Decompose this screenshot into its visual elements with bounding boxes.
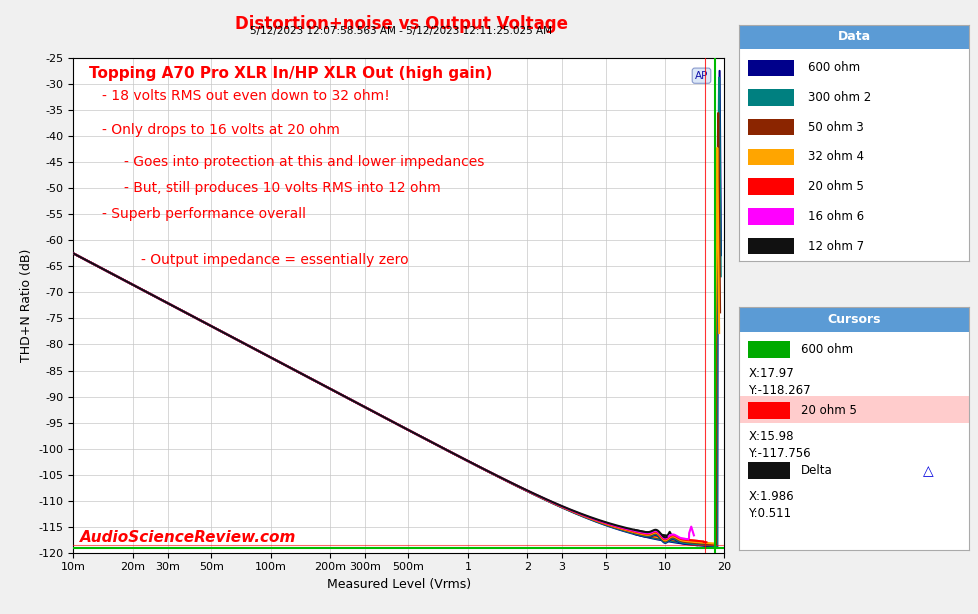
Text: Topping A70 Pro XLR In/HP XLR Out (high gain): Topping A70 Pro XLR In/HP XLR Out (high … xyxy=(89,66,492,81)
Text: Y:-118.267: Y:-118.267 xyxy=(747,384,810,397)
Bar xyxy=(747,238,793,254)
Text: 20 ohm 5: 20 ohm 5 xyxy=(807,180,864,193)
Bar xyxy=(738,307,968,332)
Text: 20 ohm 5: 20 ohm 5 xyxy=(800,403,857,416)
Bar xyxy=(747,402,789,419)
Text: 600 ohm: 600 ohm xyxy=(800,343,853,356)
Text: - Output impedance = essentially zero: - Output impedance = essentially zero xyxy=(141,254,408,268)
Text: Delta: Delta xyxy=(800,464,832,477)
Text: 600 ohm: 600 ohm xyxy=(807,61,860,74)
Text: Distortion+noise vs Output Voltage: Distortion+noise vs Output Voltage xyxy=(235,15,567,33)
Text: △: △ xyxy=(921,464,932,478)
Bar xyxy=(747,208,793,225)
Text: 12 ohm 7: 12 ohm 7 xyxy=(807,239,864,252)
Text: - Superb performance overall: - Superb performance overall xyxy=(102,206,306,220)
Text: - 18 volts RMS out even down to 32 ohm!: - 18 volts RMS out even down to 32 ohm! xyxy=(102,88,389,103)
Y-axis label: THD+N Ratio (dB): THD+N Ratio (dB) xyxy=(20,249,33,362)
Text: - But, still produces 10 volts RMS into 12 ohm: - But, still produces 10 volts RMS into … xyxy=(123,181,440,195)
Text: X:1.986: X:1.986 xyxy=(747,490,793,503)
Text: 300 ohm 2: 300 ohm 2 xyxy=(807,91,870,104)
Text: Y:0.511: Y:0.511 xyxy=(747,507,790,519)
Text: 50 ohm 3: 50 ohm 3 xyxy=(807,121,863,134)
Text: X:17.97: X:17.97 xyxy=(747,367,793,380)
Text: - Only drops to 16 volts at 20 ohm: - Only drops to 16 volts at 20 ohm xyxy=(102,123,339,138)
Text: AP: AP xyxy=(694,71,707,80)
Bar xyxy=(747,462,789,479)
Bar xyxy=(738,395,968,424)
Text: AudioScienceReview.com: AudioScienceReview.com xyxy=(80,530,296,545)
Text: Data: Data xyxy=(837,30,869,44)
Bar xyxy=(747,60,793,76)
Bar xyxy=(747,341,789,358)
Text: Cursors: Cursors xyxy=(826,313,880,326)
Bar xyxy=(747,149,793,165)
Text: 16 ohm 6: 16 ohm 6 xyxy=(807,210,864,223)
Text: 5/12/2023 12:07:58.563 AM - 5/12/2023 12:11:25.025 AM: 5/12/2023 12:07:58.563 AM - 5/12/2023 12… xyxy=(250,26,552,36)
Bar xyxy=(747,179,793,195)
Text: 32 ohm 4: 32 ohm 4 xyxy=(807,150,864,163)
X-axis label: Measured Level (Vrms): Measured Level (Vrms) xyxy=(327,578,470,591)
Text: Y:-117.756: Y:-117.756 xyxy=(747,447,810,460)
Bar xyxy=(738,25,968,49)
Bar xyxy=(747,119,793,136)
Bar xyxy=(747,89,793,106)
Text: - Goes into protection at this and lower impedances: - Goes into protection at this and lower… xyxy=(123,155,484,169)
Text: X:15.98: X:15.98 xyxy=(747,430,793,443)
